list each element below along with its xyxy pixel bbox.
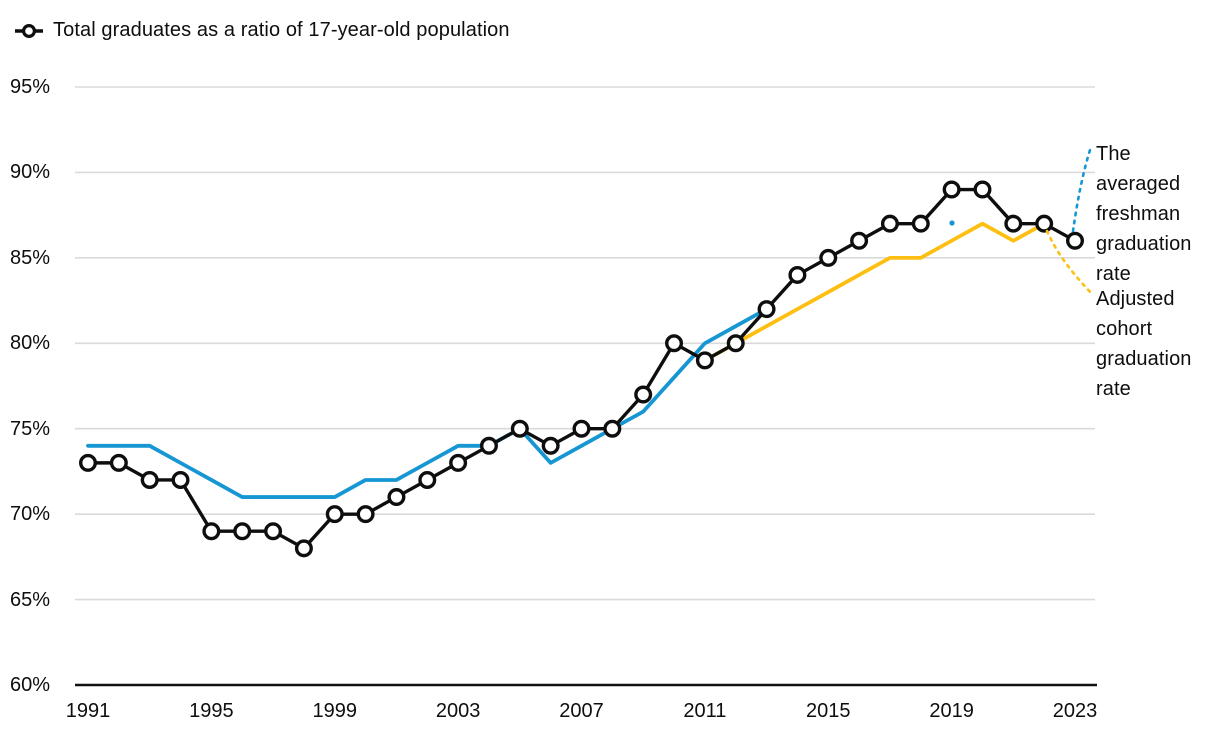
data-point-2012 <box>726 334 745 353</box>
leader-line-afgr <box>1071 145 1093 233</box>
data-point-1995 <box>202 522 221 541</box>
xtick-2015: 2015 <box>806 700 851 722</box>
blue-dot <box>949 220 955 226</box>
callout-leader-lines <box>949 145 1095 297</box>
legend-label: Total graduates as a ratio of 17-year-ol… <box>53 19 510 41</box>
series-markers <box>78 180 1084 558</box>
data-point-2018 <box>911 214 930 233</box>
data-point-2008 <box>603 419 622 438</box>
ytick-70: 70% <box>10 503 51 526</box>
data-point-2003 <box>449 453 468 472</box>
data-point-2010 <box>665 334 684 353</box>
annotation-averaged-freshman-rate: The averaged freshman graduation rate <box>1096 143 1192 285</box>
data-point-2001 <box>387 488 406 507</box>
data-point-1993 <box>140 470 159 489</box>
xtick-2003: 2003 <box>435 700 481 722</box>
xtick-1999: 1999 <box>312 700 358 722</box>
data-point-2013 <box>757 300 776 319</box>
data-point-2021 <box>1004 214 1023 233</box>
data-point-2023 <box>1065 231 1084 250</box>
legend: Total graduates as a ratio of 17-year-ol… <box>13 19 510 42</box>
data-point-1996 <box>233 522 252 541</box>
data-point-2011 <box>695 351 714 370</box>
data-point-2007 <box>572 419 591 438</box>
ytick-75: 75% <box>10 417 51 440</box>
data-point-1994 <box>171 470 190 489</box>
series-line-afgr <box>86 307 769 499</box>
data-point-2019 <box>942 180 961 199</box>
data-point-2009 <box>634 385 653 404</box>
ytick-60: 60% <box>10 674 51 696</box>
xtick-2011: 2011 <box>683 700 727 722</box>
xtick-1995: 1995 <box>189 700 234 722</box>
data-point-1997 <box>264 522 283 541</box>
data-point-1991 <box>78 453 97 472</box>
series-line-acgr <box>702 221 1047 363</box>
data-point-2015 <box>819 248 838 267</box>
data-point-2002 <box>418 470 437 489</box>
data-point-1999 <box>325 505 344 524</box>
data-point-2006 <box>541 436 560 455</box>
ytick-95: 95% <box>10 76 51 98</box>
xtick-2007: 2007 <box>559 700 604 722</box>
data-point-2000 <box>356 505 375 524</box>
series-lines <box>86 187 1077 551</box>
data-point-2016 <box>850 231 869 250</box>
ytick-65: 65% <box>10 588 51 611</box>
leader-line-acgr <box>1045 229 1095 297</box>
gridlines <box>75 86 1097 687</box>
data-point-2022 <box>1035 214 1054 233</box>
xtick-2023: 2023 <box>1052 700 1098 722</box>
xtick-1991: 1991 <box>65 700 111 722</box>
data-point-2020 <box>973 180 992 199</box>
ytick-85: 85% <box>10 246 51 269</box>
data-point-2004 <box>479 436 498 455</box>
legend-line-circle-icon <box>15 23 43 38</box>
data-point-1992 <box>109 453 128 472</box>
data-point-2014 <box>788 265 807 284</box>
ytick-90: 90% <box>10 161 51 184</box>
data-point-2017 <box>880 214 899 233</box>
xtick-2019: 2019 <box>929 700 974 722</box>
ytick-80: 80% <box>10 332 51 355</box>
data-point-2005 <box>510 419 529 438</box>
annotation-adjusted-cohort-rate: Adjusted cohort graduation rate <box>1096 288 1192 400</box>
data-point-1998 <box>294 539 313 558</box>
